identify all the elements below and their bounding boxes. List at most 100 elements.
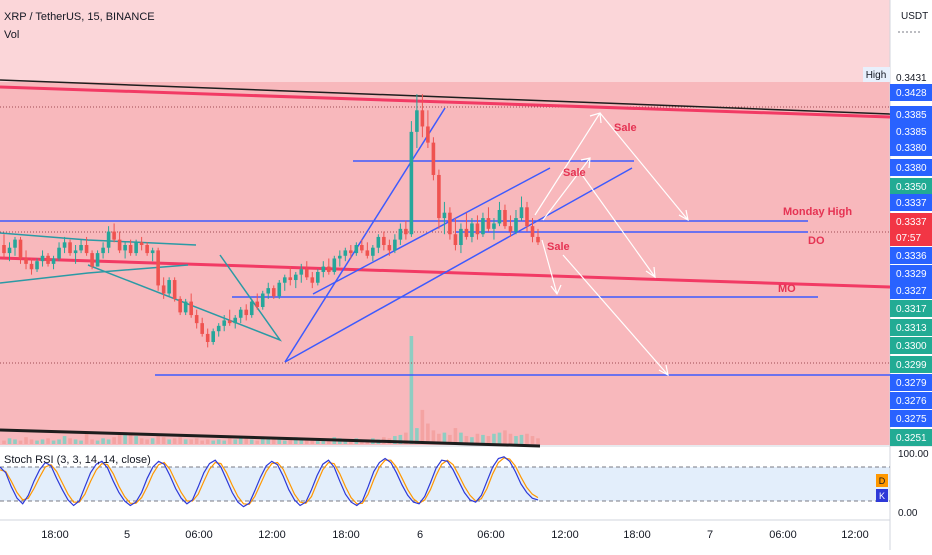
volume-bar bbox=[536, 438, 540, 444]
candle-body bbox=[128, 245, 133, 254]
stoch-d-tag-bg bbox=[876, 474, 888, 487]
candle-body bbox=[360, 245, 364, 251]
volume-bar bbox=[315, 438, 320, 444]
candle-body bbox=[84, 245, 89, 254]
candle bbox=[46, 253, 50, 267]
volume-bar bbox=[194, 438, 199, 444]
candle-body bbox=[172, 280, 177, 299]
candle bbox=[172, 277, 177, 302]
volume-bar bbox=[24, 437, 28, 444]
volume-bar bbox=[448, 434, 452, 444]
price-tag: 0.3385 bbox=[890, 106, 932, 123]
stoch-band-fill bbox=[0, 467, 890, 501]
candle-body bbox=[194, 315, 199, 324]
candle bbox=[310, 271, 315, 289]
candle bbox=[112, 223, 116, 243]
volume-indicator-label[interactable]: Vol bbox=[4, 29, 20, 41]
candle bbox=[332, 255, 337, 275]
candle bbox=[365, 242, 370, 259]
candle-body bbox=[376, 236, 381, 248]
price-tag: 0.3337 bbox=[890, 213, 932, 230]
candle bbox=[481, 212, 485, 237]
price-tag-bg bbox=[890, 300, 932, 317]
price-tag-label: 0.3380 bbox=[896, 163, 927, 174]
candle bbox=[299, 263, 304, 283]
candle bbox=[128, 239, 133, 256]
candle-body bbox=[255, 301, 260, 307]
candle-body bbox=[134, 242, 138, 254]
candle bbox=[260, 290, 265, 310]
candle bbox=[266, 282, 271, 299]
price-tag-label: 0.3385 bbox=[896, 110, 927, 121]
price-tag-bg bbox=[890, 139, 932, 156]
volume-bar bbox=[299, 439, 304, 444]
candle bbox=[321, 261, 326, 278]
candle bbox=[139, 236, 144, 251]
candle-body bbox=[178, 298, 182, 313]
top-zone-background bbox=[0, 0, 890, 82]
do-label: DO bbox=[808, 235, 825, 247]
volume-bar bbox=[470, 437, 474, 444]
candle bbox=[227, 309, 232, 326]
candle-body bbox=[68, 242, 72, 254]
price-tag-bg bbox=[890, 319, 932, 336]
candle-body bbox=[508, 226, 513, 232]
sale-label-1: Sale bbox=[614, 122, 637, 134]
price-tag-bg bbox=[890, 213, 932, 230]
price-tag-label: 0.3251 bbox=[896, 433, 927, 444]
volume-bar bbox=[40, 439, 45, 444]
candle bbox=[249, 298, 254, 318]
candle-body bbox=[150, 250, 155, 254]
candle bbox=[343, 247, 348, 262]
candle bbox=[216, 323, 221, 337]
volume-bar bbox=[233, 439, 238, 444]
price-tag-bg bbox=[890, 159, 932, 176]
candle-body bbox=[349, 250, 353, 254]
volume-bar bbox=[497, 432, 502, 444]
candle-body bbox=[161, 285, 166, 294]
candle-body bbox=[404, 228, 408, 235]
volume-bar bbox=[134, 436, 138, 444]
volume-bar bbox=[453, 428, 458, 444]
candle bbox=[84, 236, 89, 256]
projection-arrows bbox=[534, 112, 689, 377]
volume-bar bbox=[7, 438, 12, 444]
price-tag-bg bbox=[890, 429, 932, 446]
volume-bar bbox=[79, 440, 83, 444]
candle bbox=[409, 121, 414, 237]
volume-bar bbox=[420, 409, 425, 444]
candle bbox=[150, 247, 155, 262]
volume-bar bbox=[68, 438, 72, 444]
rise-channel-lower bbox=[284, 167, 633, 363]
candle-body bbox=[338, 255, 342, 259]
candle-body bbox=[448, 212, 452, 235]
candle bbox=[393, 234, 397, 254]
candle bbox=[24, 250, 28, 270]
candle bbox=[178, 296, 182, 316]
price-tag-label: 0.3313 bbox=[896, 323, 927, 334]
candle-body bbox=[497, 209, 502, 224]
rise-channel-upper bbox=[312, 167, 551, 295]
high-tag-bg bbox=[863, 67, 890, 82]
candle-body bbox=[387, 245, 392, 251]
arrowhead-down-long bbox=[658, 364, 669, 377]
teal-descent-pattern bbox=[87, 254, 283, 342]
volume-bar bbox=[222, 440, 227, 444]
candle bbox=[497, 201, 502, 227]
candle-body bbox=[288, 277, 293, 281]
volume-bar bbox=[238, 437, 243, 444]
candle-body bbox=[343, 250, 348, 256]
volume-bar bbox=[398, 434, 403, 444]
candle-body bbox=[62, 242, 67, 248]
arrowhead-sale-2 bbox=[580, 157, 591, 169]
volume-bar bbox=[486, 436, 491, 444]
volume-bar bbox=[123, 432, 127, 444]
candle-body bbox=[393, 239, 397, 251]
volume-bar bbox=[139, 438, 144, 444]
symbol-title[interactable]: XRP / TetherUS, 15, BINANCE bbox=[4, 11, 155, 23]
volume-bar bbox=[29, 439, 34, 444]
candle bbox=[211, 328, 215, 345]
price-tag-bg bbox=[890, 84, 932, 101]
